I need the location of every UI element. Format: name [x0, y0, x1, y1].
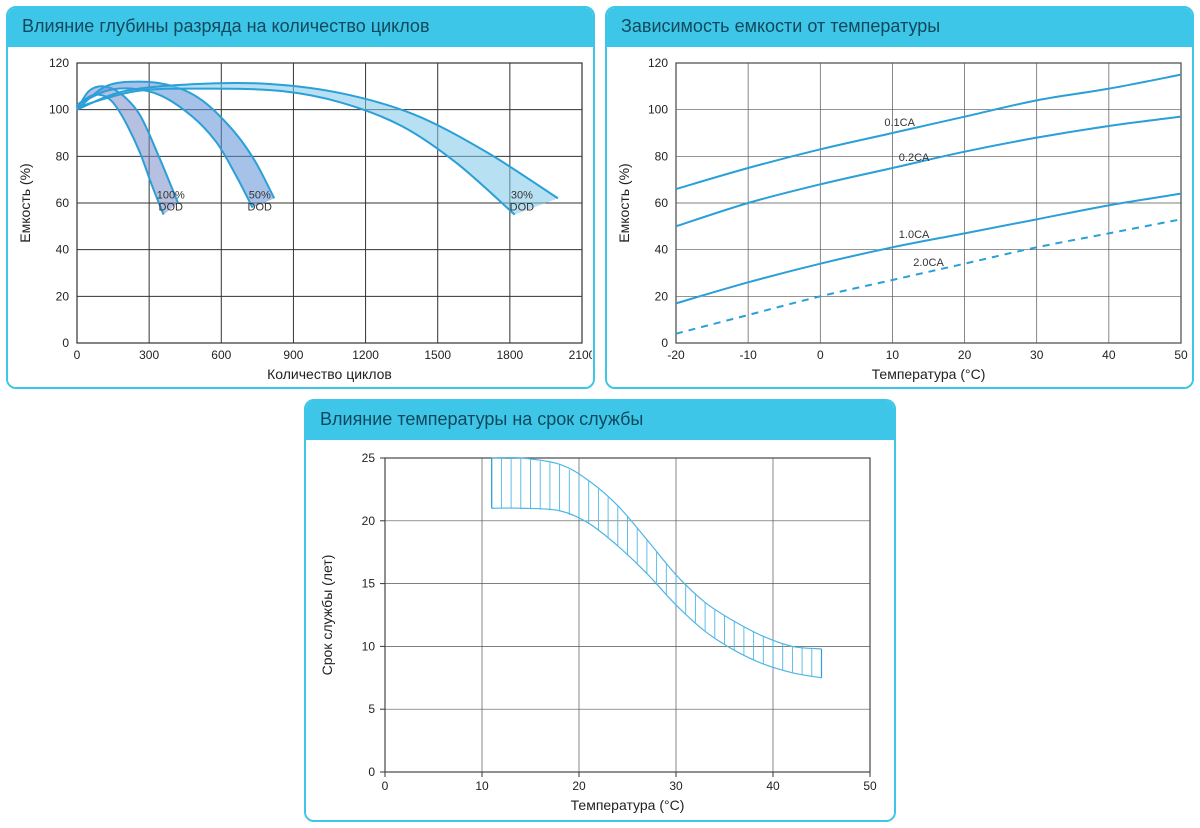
svg-text:1500: 1500: [424, 348, 451, 362]
svg-text:60: 60: [56, 196, 70, 210]
svg-text:30: 30: [1030, 348, 1044, 362]
svg-text:120: 120: [648, 56, 668, 70]
svg-text:15: 15: [362, 577, 376, 591]
svg-text:40: 40: [56, 243, 70, 257]
svg-text:100%: 100%: [157, 189, 185, 201]
svg-text:60: 60: [655, 196, 669, 210]
svg-text:0: 0: [817, 348, 824, 362]
svg-text:1800: 1800: [497, 348, 524, 362]
svg-text:120: 120: [49, 56, 69, 70]
svg-text:2100: 2100: [569, 348, 592, 362]
svg-text:600: 600: [211, 348, 231, 362]
svg-text:10: 10: [886, 348, 900, 362]
svg-text:20: 20: [655, 289, 669, 303]
panel-dod-cycles: Влияние глубины разряда на количество ци…: [6, 6, 595, 389]
svg-text:DOD: DOD: [510, 201, 535, 213]
svg-text:40: 40: [766, 779, 780, 793]
panel-title: Влияние температуры на срок службы: [306, 401, 894, 440]
panel-title: Зависимость емкости от температуры: [607, 8, 1192, 47]
svg-text:1200: 1200: [352, 348, 379, 362]
svg-text:40: 40: [655, 243, 669, 257]
svg-text:0: 0: [382, 779, 389, 793]
svg-text:100: 100: [49, 103, 69, 117]
svg-text:20: 20: [572, 779, 586, 793]
chart-dod-cycles: 0 300 600 900 1200 1500 1800 2100 0 20 40 60 80 100 12…: [12, 53, 592, 383]
svg-text:50: 50: [1174, 348, 1188, 362]
svg-text:Температура (°C): Температура (°C): [571, 797, 685, 813]
svg-text:Температура (°C): Температура (°C): [872, 366, 986, 382]
chart-life-temp: 0 10 20 30 40 50 0 5 10 15 20 25 Температура (°C) Сро…: [310, 446, 890, 816]
svg-text:-20: -20: [667, 348, 685, 362]
svg-text:900: 900: [283, 348, 303, 362]
svg-text:50%: 50%: [249, 189, 271, 201]
svg-text:300: 300: [139, 348, 159, 362]
svg-text:0.2CA: 0.2CA: [899, 152, 930, 164]
svg-text:30: 30: [669, 779, 683, 793]
chart-capacity-temp: -20 -10 0 10 20 30 40 50 0 20 40 60 80 100 120 0.1CA 0.2…: [611, 53, 1191, 383]
svg-text:Количество циклов: Количество циклов: [267, 366, 392, 382]
svg-text:20: 20: [56, 289, 70, 303]
svg-text:1.0CA: 1.0CA: [899, 229, 930, 241]
panel-life-temp: Влияние температуры на срок службы 0 10 20…: [304, 399, 896, 822]
svg-text:2.0CA: 2.0CA: [913, 257, 944, 269]
svg-text:Срок службы (лет): Срок службы (лет): [319, 555, 335, 676]
svg-text:-10: -10: [739, 348, 757, 362]
svg-text:20: 20: [958, 348, 972, 362]
svg-text:20: 20: [362, 514, 376, 528]
svg-text:30%: 30%: [511, 189, 533, 201]
svg-text:5: 5: [368, 702, 375, 716]
svg-text:25: 25: [362, 451, 376, 465]
svg-text:100: 100: [648, 103, 668, 117]
panel-capacity-temp: Зависимость емкости от температуры -20 -1…: [605, 6, 1194, 389]
svg-text:50: 50: [863, 779, 877, 793]
svg-text:80: 80: [655, 149, 669, 163]
svg-text:DOD: DOD: [159, 201, 184, 213]
svg-text:0: 0: [62, 336, 69, 350]
svg-text:40: 40: [1102, 348, 1116, 362]
svg-text:10: 10: [362, 639, 376, 653]
svg-text:0: 0: [74, 348, 81, 362]
svg-text:0.1CA: 0.1CA: [884, 117, 915, 129]
svg-text:0: 0: [368, 765, 375, 779]
panel-title: Влияние глубины разряда на количество ци…: [8, 8, 593, 47]
svg-text:80: 80: [56, 149, 70, 163]
svg-text:Емкость (%): Емкость (%): [616, 163, 632, 242]
svg-text:DOD: DOD: [248, 201, 273, 213]
svg-text:Емкость (%): Емкость (%): [17, 163, 33, 242]
svg-text:10: 10: [475, 779, 489, 793]
svg-text:0: 0: [661, 336, 668, 350]
